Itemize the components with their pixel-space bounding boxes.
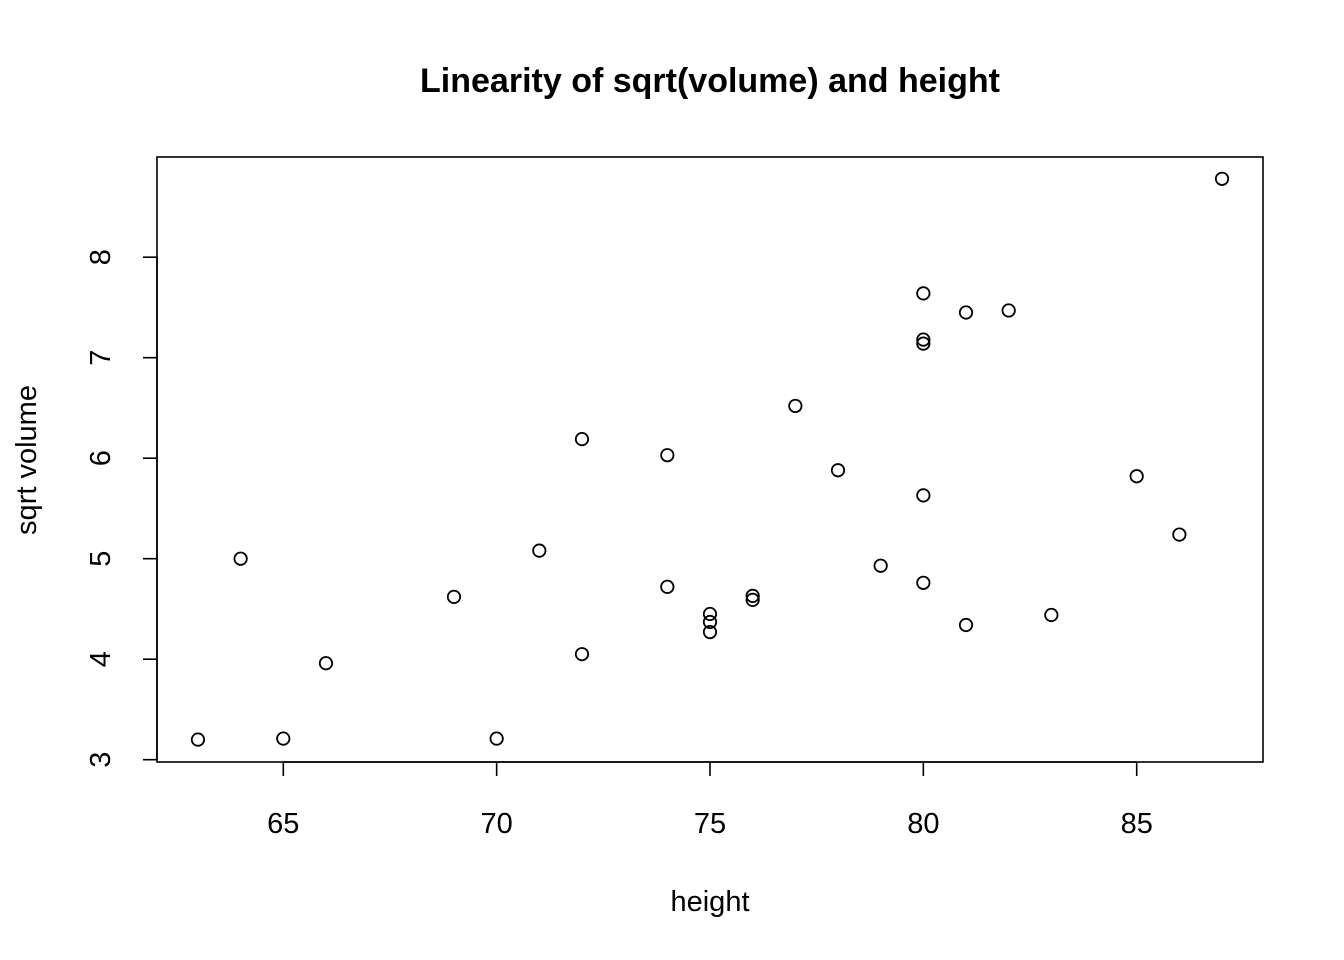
plot-frame bbox=[156, 156, 1264, 763]
data-point bbox=[1001, 303, 1016, 318]
data-point bbox=[745, 588, 760, 603]
data-point bbox=[873, 558, 888, 573]
x-tick-label: 70 bbox=[481, 808, 513, 840]
data-point bbox=[318, 656, 334, 671]
data-point bbox=[830, 463, 846, 478]
data-point bbox=[276, 731, 291, 746]
y-tick-label: 3 bbox=[85, 752, 117, 768]
data-point bbox=[574, 647, 590, 662]
data-point bbox=[916, 488, 931, 503]
y-tick-label: 4 bbox=[85, 651, 117, 667]
data-point bbox=[1044, 607, 1059, 623]
data-point bbox=[702, 624, 718, 640]
data-point bbox=[958, 305, 974, 320]
data-point bbox=[1214, 171, 1230, 186]
data-point bbox=[958, 617, 974, 633]
data-point bbox=[233, 551, 248, 566]
data-point bbox=[660, 448, 675, 463]
x-tick-label: 85 bbox=[1121, 808, 1153, 840]
data-point bbox=[1129, 469, 1144, 484]
y-tick-label: 8 bbox=[85, 249, 117, 265]
data-point bbox=[916, 575, 931, 590]
x-tick-label: 80 bbox=[907, 808, 939, 840]
data-point bbox=[916, 286, 931, 301]
data-point bbox=[489, 731, 504, 746]
y-axis-label: sqrt volume bbox=[11, 385, 43, 535]
data-point bbox=[190, 732, 206, 747]
data-point bbox=[916, 336, 931, 351]
data-point bbox=[532, 543, 547, 558]
data-point bbox=[745, 592, 760, 607]
data-point bbox=[660, 579, 675, 594]
x-tick-label: 75 bbox=[694, 808, 726, 840]
x-axis: 65 70 75 80 85 bbox=[267, 761, 1153, 840]
data-point bbox=[446, 589, 462, 604]
data-point bbox=[788, 398, 803, 414]
y-axis: 3 4 5 6 7 8 bbox=[85, 249, 158, 768]
y-tick-label: 5 bbox=[85, 551, 117, 567]
data-points bbox=[190, 171, 1230, 747]
data-point bbox=[574, 431, 590, 447]
data-point bbox=[1172, 527, 1187, 542]
chart-title: Linearity of sqrt(volume) and height bbox=[420, 62, 1000, 100]
x-axis-label: height bbox=[670, 886, 749, 918]
y-tick-label: 7 bbox=[85, 350, 117, 366]
data-point bbox=[702, 614, 718, 630]
data-point bbox=[702, 606, 718, 622]
x-tick-label: 65 bbox=[267, 808, 299, 840]
y-tick-label: 6 bbox=[85, 450, 117, 466]
data-point bbox=[916, 332, 931, 347]
